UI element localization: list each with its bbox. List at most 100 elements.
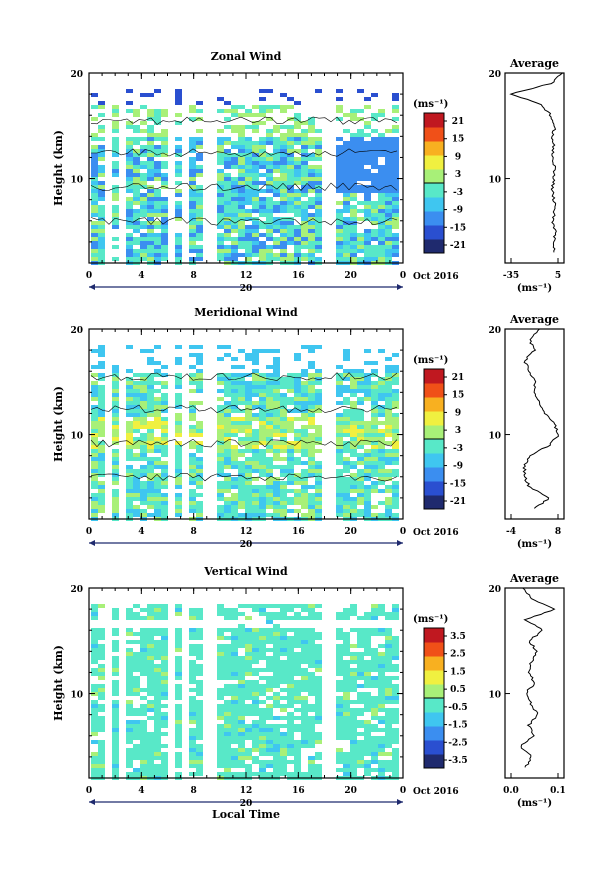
heatmap-cell <box>154 405 161 409</box>
heatmap-cell <box>287 389 294 393</box>
heatmap-cell <box>154 225 161 229</box>
heatmap-cell <box>252 253 259 257</box>
heatmap-cell <box>175 425 182 429</box>
heatmap-cell <box>280 205 287 209</box>
heatmap-cell <box>273 640 280 644</box>
heatmap-cell <box>175 401 182 405</box>
heatmap-cell <box>133 177 140 181</box>
heatmap-cell <box>315 241 322 245</box>
heatmap-cell <box>245 652 252 656</box>
heatmap-cell <box>140 481 147 485</box>
heatmap-cell <box>175 636 182 640</box>
heatmap-cell <box>217 225 224 229</box>
heatmap-cell <box>98 768 105 772</box>
heatmap-cell <box>273 700 280 704</box>
heatmap-cell <box>385 469 392 473</box>
heatmap-cell <box>357 664 364 668</box>
heatmap-cell <box>273 652 280 656</box>
heatmap-cell <box>301 485 308 489</box>
heatmap-cell <box>91 453 98 457</box>
heatmap-cell <box>259 233 266 237</box>
heatmap-cell <box>231 401 238 405</box>
heatmap-cell <box>350 676 357 680</box>
heatmap-cell <box>133 437 140 441</box>
panel-title: Meridional Wind <box>194 306 298 319</box>
heatmap-cell <box>378 708 385 712</box>
heatmap-cell <box>91 481 98 485</box>
heatmap-cell <box>140 672 147 676</box>
heatmap-cell <box>140 728 147 732</box>
heatmap-cell <box>336 149 343 153</box>
heatmap-cell <box>147 429 154 433</box>
heatmap-cell <box>231 660 238 664</box>
heatmap-cell <box>140 393 147 397</box>
heatmap-cell <box>378 409 385 413</box>
heatmap-cell <box>350 233 357 237</box>
heatmap-cell <box>189 668 196 672</box>
heatmap-cell <box>224 381 231 385</box>
heatmap-cell <box>112 640 119 644</box>
heatmap-cell <box>112 772 119 776</box>
heatmap-cell <box>343 644 350 648</box>
heatmap-cell <box>287 377 294 381</box>
heatmap-cell <box>364 449 371 453</box>
heatmap-cell <box>357 137 364 141</box>
heatmap-cell <box>273 389 280 393</box>
heatmap-cell <box>357 489 364 493</box>
heatmap-cell <box>154 89 161 93</box>
heatmap-cell <box>308 385 315 389</box>
heatmap-cell <box>231 217 238 221</box>
heatmap-cell <box>91 393 98 397</box>
heatmap-cell <box>147 213 154 217</box>
heatmap-cell <box>336 229 343 233</box>
heatmap-cell <box>196 157 203 161</box>
heatmap-cell <box>371 437 378 441</box>
heatmap-cell <box>147 513 154 517</box>
heatmap-cell <box>133 513 140 517</box>
heatmap-cell <box>392 449 399 453</box>
heatmap-cell <box>266 433 273 437</box>
heatmap-cell <box>196 724 203 728</box>
heatmap-cell <box>371 648 378 652</box>
heatmap-cell <box>301 469 308 473</box>
heatmap-cell <box>357 509 364 513</box>
heatmap-cell <box>392 193 399 197</box>
heatmap-cell <box>301 417 308 421</box>
heatmap-cell <box>308 688 315 692</box>
heatmap-cell <box>378 221 385 225</box>
heatmap-cell <box>301 728 308 732</box>
colorbar-swatch <box>424 698 444 713</box>
heatmap-cell <box>252 449 259 453</box>
heatmap-cell <box>343 664 350 668</box>
heatmap-cell <box>161 225 168 229</box>
heatmap-cell <box>196 612 203 616</box>
heatmap-cell <box>273 405 280 409</box>
heatmap-cell <box>357 421 364 425</box>
heatmap-cell <box>161 201 168 205</box>
heatmap-cell <box>224 708 231 712</box>
heatmap-cell <box>308 740 315 744</box>
heatmap-cell <box>392 365 399 369</box>
heatmap-cell <box>196 201 203 205</box>
heatmap-cell <box>364 612 371 616</box>
heatmap-cell <box>224 457 231 461</box>
profile-frame <box>504 72 565 264</box>
heatmap-cell <box>343 169 350 173</box>
heatmap-cell <box>133 441 140 445</box>
heatmap-cell <box>91 233 98 237</box>
heatmap-cell <box>140 493 147 497</box>
heatmap-cell <box>343 233 350 237</box>
heatmap-cell <box>126 708 133 712</box>
heatmap-cell <box>301 604 308 608</box>
heatmap-cell <box>231 457 238 461</box>
heatmap-cell <box>378 676 385 680</box>
heatmap-cell <box>245 473 252 477</box>
heatmap-cell <box>147 221 154 225</box>
heatmap-cell <box>196 257 203 261</box>
heatmap-cell <box>336 708 343 712</box>
heatmap-cell <box>273 397 280 401</box>
heatmap-cell <box>252 700 259 704</box>
heatmap-cell <box>133 752 140 756</box>
heatmap-cell <box>217 97 224 101</box>
heatmap-cell <box>371 129 378 133</box>
